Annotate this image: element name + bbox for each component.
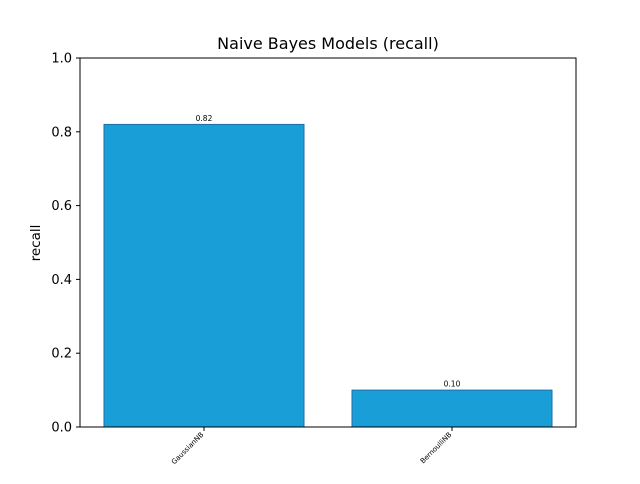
y-axis-ticks: 0.0 0.2 0.4 0.6 0.8 1.0 (51, 52, 80, 436)
y-tick-label: 1.0 (51, 52, 72, 67)
value-labels-group: 0.82 0.10 (196, 114, 461, 389)
bar-gaussiannb (103, 123, 305, 428)
bar-value-label: 0.82 (196, 114, 213, 123)
bar-value-label: 0.10 (444, 380, 461, 389)
chart-title: Naive Bayes Models (recall) (217, 34, 439, 53)
y-tick-label: 0.4 (51, 273, 72, 288)
y-tick-label: 0.2 (51, 347, 72, 362)
bars-group (103, 123, 553, 428)
bar-bernoullinb (351, 389, 553, 428)
plot-area-frame (79, 57, 577, 428)
y-tick-label: 0.0 (51, 421, 72, 436)
y-tick-label: 0.6 (51, 199, 72, 214)
y-tick-label: 0.8 (51, 125, 72, 140)
y-axis-label: recall (28, 225, 44, 262)
